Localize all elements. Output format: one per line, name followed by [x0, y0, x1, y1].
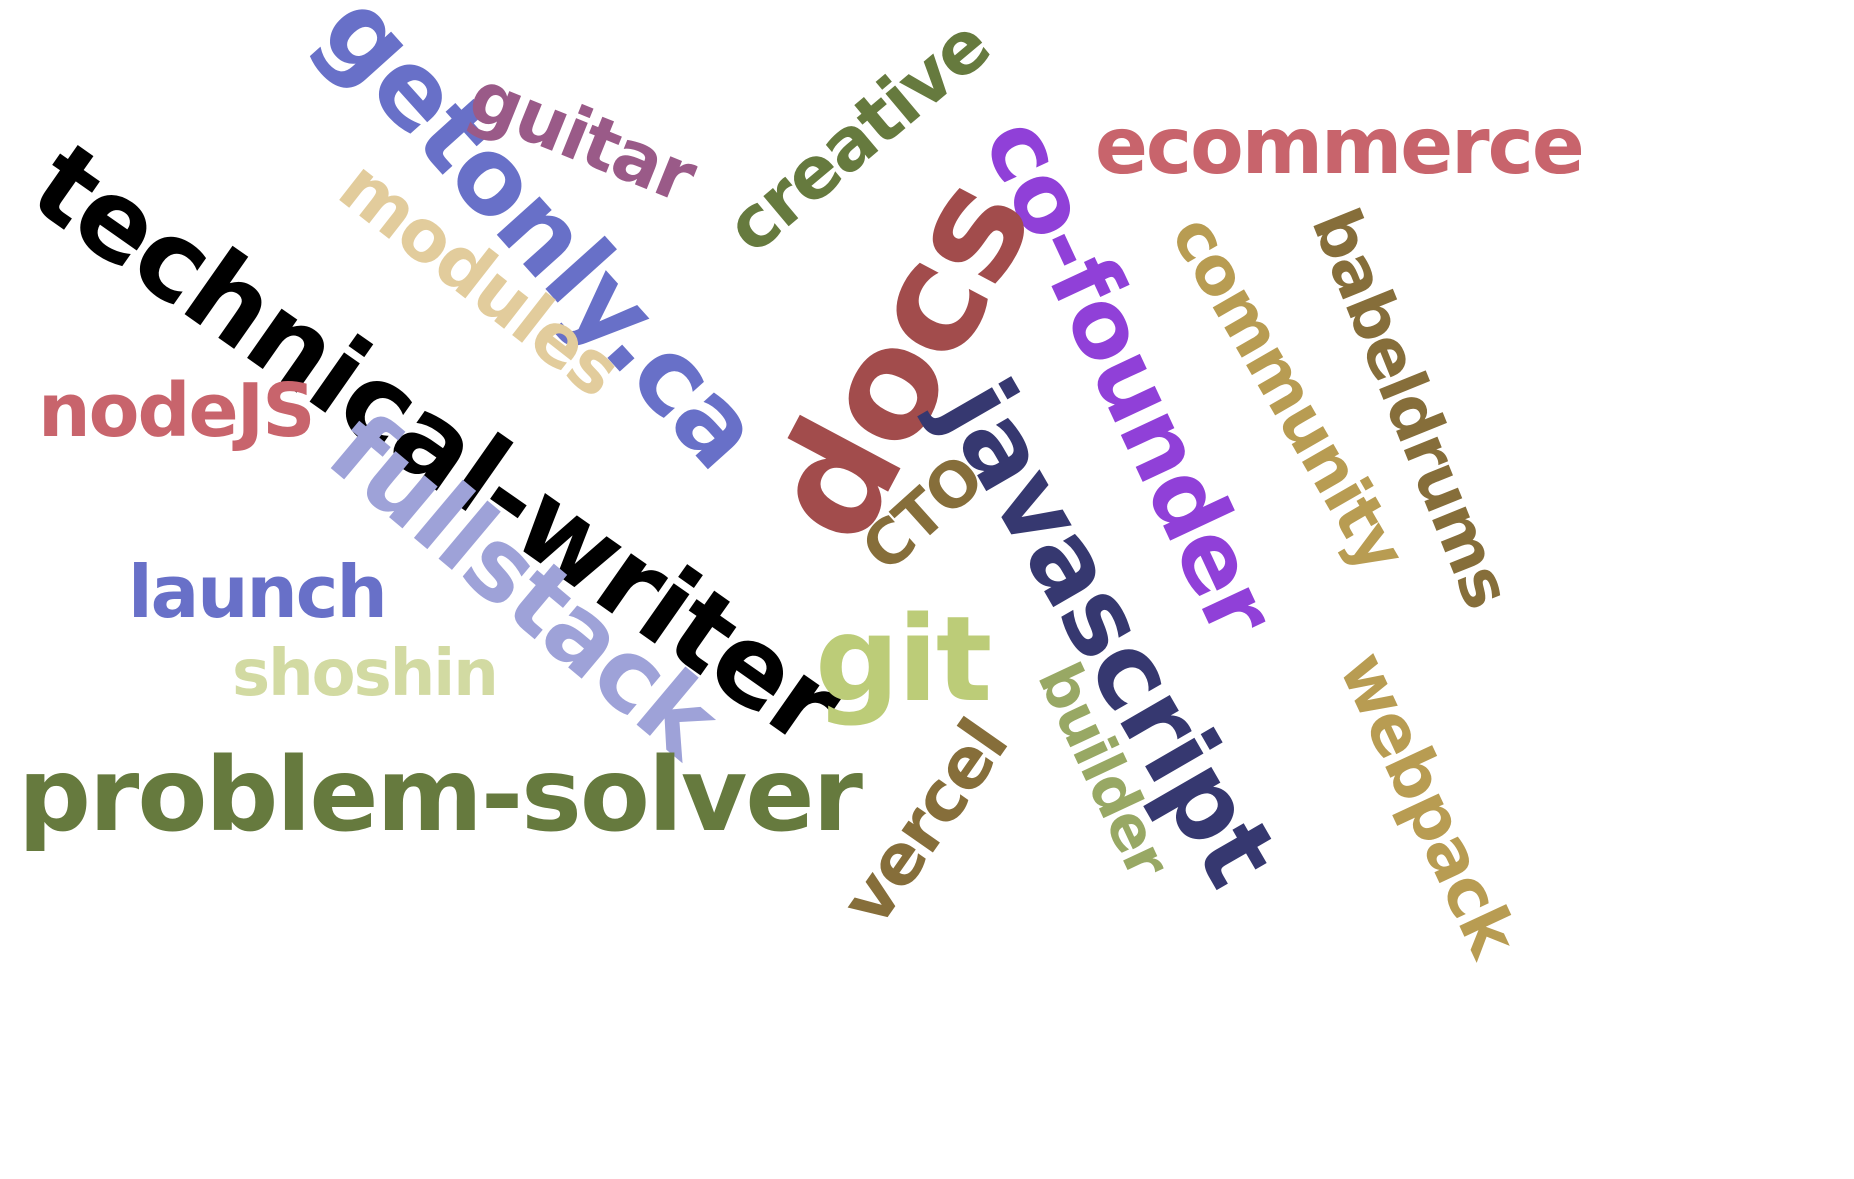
word-launch: launch	[128, 550, 388, 634]
word-shoshin: shoshin	[232, 637, 499, 711]
word-ecommerce: ecommerce	[1095, 102, 1585, 192]
word-webpack: webpack	[1323, 640, 1532, 968]
word-problem-solver: problem-solver	[18, 736, 863, 855]
word-nodejs: nodeJS	[38, 368, 316, 454]
word-git: git	[815, 590, 992, 728]
